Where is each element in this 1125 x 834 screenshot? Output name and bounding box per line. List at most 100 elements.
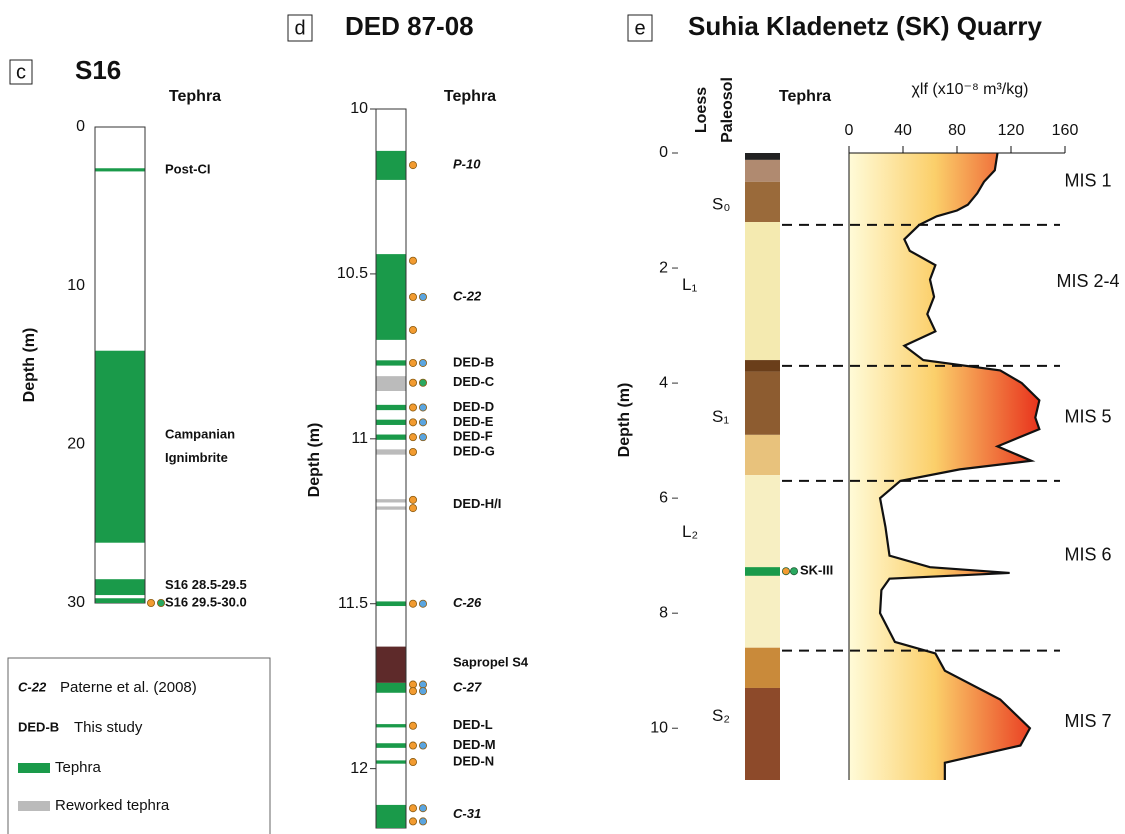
sample-dot — [408, 292, 417, 301]
layer — [376, 499, 406, 503]
letter-box — [287, 14, 313, 42]
sample-dot — [418, 418, 427, 427]
layer — [376, 760, 406, 764]
layer-label: DED-L — [453, 717, 493, 732]
y-tick-label: 10 — [650, 719, 668, 736]
layer — [376, 506, 406, 510]
letter-box — [9, 59, 33, 85]
tephra-label: SK-III — [800, 563, 833, 578]
layer — [95, 168, 145, 172]
sample-dot — [408, 378, 417, 387]
panel-title: Suhia Kladenetz (SK) Quarry — [688, 11, 1042, 41]
layer-label: C-27 — [453, 679, 482, 694]
layer — [95, 579, 145, 596]
axis-label: Depth (m) — [21, 328, 38, 403]
legend-text: This study — [74, 719, 143, 736]
y-tick-label: 2 — [659, 259, 668, 276]
column-header: Tephra — [779, 88, 831, 105]
y-tick-label: 30 — [67, 594, 85, 611]
chi-curve — [878, 152, 1041, 780]
layer-label: C-31 — [453, 806, 481, 821]
sample-dot — [418, 378, 427, 387]
layer — [745, 181, 780, 223]
mis-label: MIS 6 — [1064, 544, 1111, 564]
column-header: Tephra — [169, 88, 221, 105]
sample-dot — [790, 567, 799, 576]
unit-label: S₀ — [712, 194, 730, 213]
y-tick-label: 0 — [76, 118, 85, 135]
sample-dot — [408, 599, 417, 608]
sample-dot — [408, 758, 417, 767]
layer — [376, 601, 406, 607]
sample-dot — [408, 161, 417, 170]
panel-letter: c — [16, 61, 26, 83]
sample-dot — [408, 403, 417, 412]
column — [375, 108, 407, 829]
sample-dot — [408, 325, 417, 334]
axis-label: χlf (x10⁻⁸ m³/kg) — [912, 81, 1029, 98]
y-tick-label: 11 — [351, 430, 368, 447]
layer-label: DED-M — [453, 737, 496, 752]
sample-dot — [408, 804, 417, 813]
layer-label: Campanian — [165, 426, 235, 441]
layer-label: Sapropel S4 — [453, 655, 529, 670]
layer-label: C-22 — [453, 288, 482, 303]
x-tick-label: 40 — [894, 122, 912, 139]
sample-dot — [418, 680, 427, 689]
layer — [376, 360, 406, 366]
unit-label: S₁ — [712, 407, 729, 426]
sample-dot — [408, 433, 417, 442]
x-tick-label: 80 — [948, 122, 966, 139]
y-tick-label: 6 — [659, 489, 668, 506]
sample-dot — [408, 256, 417, 265]
y-tick-label: 10 — [350, 100, 368, 117]
y-tick-label: 12 — [350, 760, 368, 777]
y-tick-label: 0 — [659, 144, 668, 161]
layer — [745, 153, 780, 160]
panel-letter: d — [294, 17, 305, 39]
layer — [95, 350, 145, 543]
legend-swatch — [18, 763, 50, 773]
sample-dot — [418, 804, 427, 813]
sample-dot — [418, 433, 427, 442]
sample-dot — [146, 599, 155, 608]
layer — [745, 434, 780, 476]
legend-swatch — [18, 801, 50, 811]
sample-dot — [408, 448, 417, 457]
sample-dot — [408, 817, 417, 826]
sample-dot — [408, 358, 417, 367]
layer-label: DED-G — [453, 443, 495, 458]
legend-text: Reworked tephra — [55, 797, 170, 814]
sample-dot — [418, 687, 427, 696]
sample-dot — [408, 687, 417, 696]
mis-label: MIS 2-4 — [1056, 271, 1119, 291]
sample-dot — [408, 495, 417, 504]
panel-title: DED 87-08 — [345, 11, 474, 41]
sample-dot — [782, 567, 791, 576]
layer-label: DED-E — [453, 414, 494, 429]
x-tick-label: 120 — [998, 122, 1025, 139]
legend-code: DED-B — [18, 719, 59, 734]
axis-label: Depth (m) — [616, 383, 633, 458]
sample-dot — [408, 680, 417, 689]
sample-dot — [418, 599, 427, 608]
layer — [376, 646, 406, 683]
x-tick-label: 0 — [845, 122, 854, 139]
layer-label: Post-CI — [165, 161, 211, 176]
layer — [376, 804, 406, 828]
mis-label: MIS 7 — [1064, 711, 1111, 731]
y-tick-label: 10.5 — [337, 265, 368, 282]
layer-label: S16 29.5-30.0 — [165, 594, 247, 609]
layer — [745, 475, 780, 648]
layer — [745, 687, 780, 780]
layer-label: DED-B — [453, 354, 494, 369]
layer-label: C-26 — [453, 595, 482, 610]
unit-label: S₂ — [712, 706, 730, 725]
layer-label: DED-N — [453, 753, 494, 768]
sample-dot — [408, 504, 417, 513]
layer — [376, 743, 406, 748]
layer — [95, 598, 145, 603]
sample-dot — [418, 403, 427, 412]
y-tick-label: 11.5 — [338, 595, 368, 612]
layer — [376, 682, 406, 693]
